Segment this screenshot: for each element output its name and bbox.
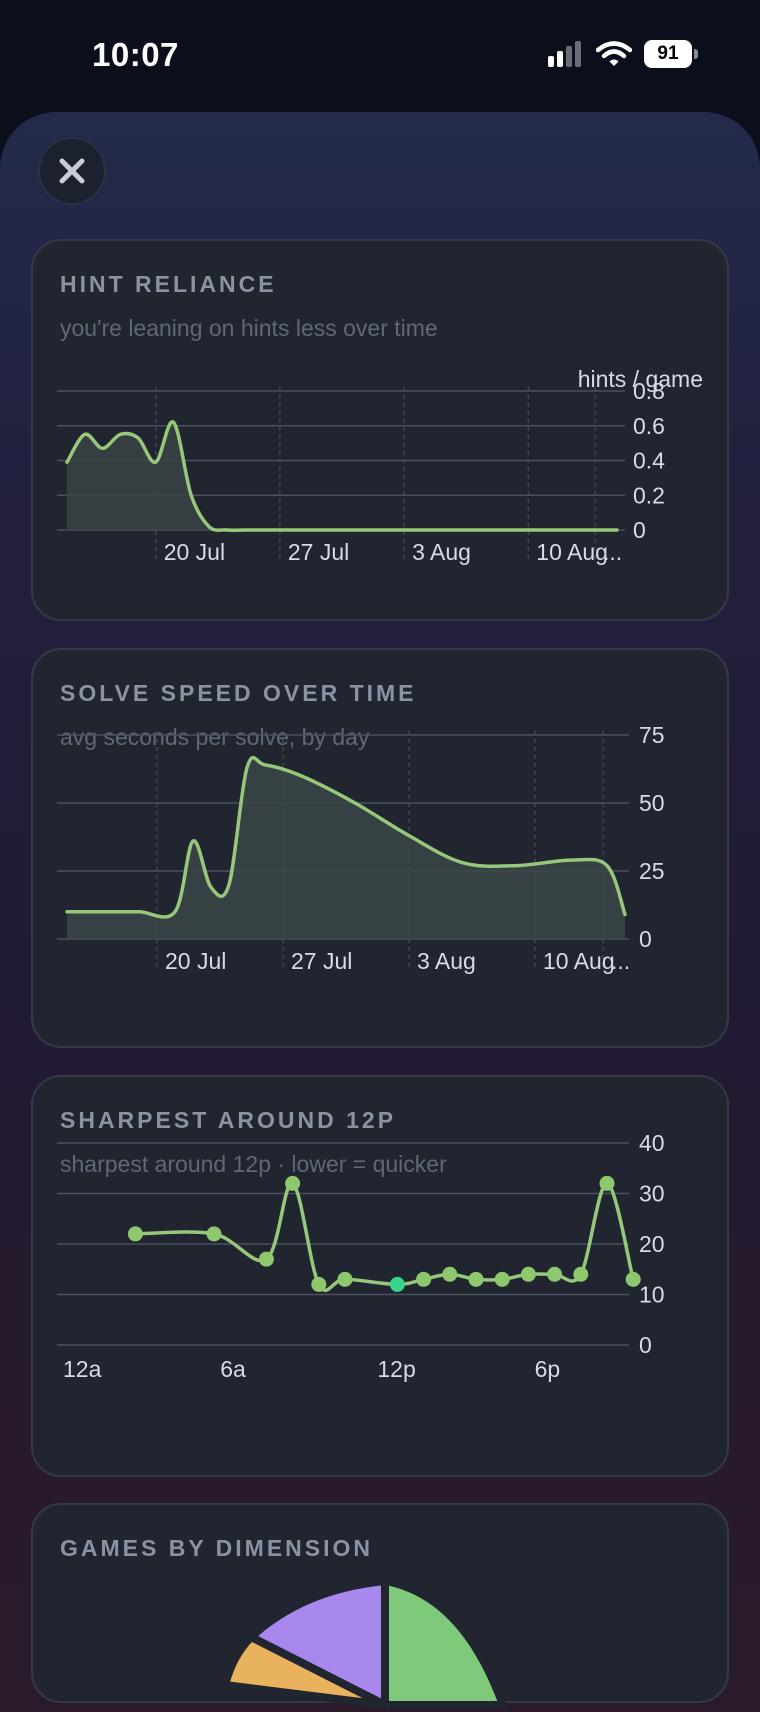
y-tick-label: 0 — [639, 926, 652, 952]
signal-icon — [548, 41, 584, 67]
close-icon — [59, 158, 85, 184]
data-point[interactable] — [416, 1271, 432, 1287]
y-tick-label: 75 — [639, 722, 665, 748]
dimension-pie-chart — [219, 1576, 509, 1712]
y-tick-label: 30 — [639, 1181, 665, 1207]
y-axis-unit-label: hints / game — [578, 366, 703, 392]
data-point[interactable] — [547, 1266, 563, 1282]
x-tick-label: ... — [603, 539, 622, 565]
x-tick-label: 12p — [377, 1356, 415, 1382]
card-title: GAMES BY DIMENSION — [60, 1535, 373, 1561]
card-subtitle: avg seconds per solve, by day — [60, 724, 370, 750]
x-tick-label: 10 Aug — [536, 539, 608, 565]
y-tick-label: 40 — [639, 1130, 665, 1156]
data-point[interactable] — [258, 1251, 274, 1267]
card-title: SOLVE SPEED OVER TIME — [60, 680, 417, 706]
data-point[interactable] — [442, 1266, 458, 1282]
y-tick-label: 10 — [639, 1282, 665, 1308]
x-tick-label: ... — [611, 948, 630, 974]
data-point[interactable] — [311, 1276, 327, 1292]
card-subtitle: sharpest around 12p · lower = quicker — [60, 1151, 447, 1177]
data-point[interactable] — [127, 1226, 143, 1242]
hint-series-line — [65, 420, 619, 533]
data-point[interactable] — [573, 1266, 589, 1282]
y-tick-label: 0.6 — [633, 413, 665, 439]
y-tick-label: 50 — [639, 790, 665, 816]
status-icons: 91 — [548, 40, 698, 68]
card-title: HINT RELIANCE — [60, 271, 277, 297]
y-tick-label: 0.4 — [633, 448, 665, 474]
y-tick-label: 25 — [639, 858, 665, 884]
battery-level: 91 — [657, 43, 679, 64]
hour-of-day-card: SHARPEST AROUND 12P sharpest around 12p … — [31, 1075, 729, 1477]
y-tick-label: 0 — [639, 1332, 652, 1358]
wifi-icon — [596, 41, 632, 67]
x-tick-label: 20 Jul — [165, 948, 226, 974]
data-point[interactable] — [389, 1276, 405, 1292]
y-tick-label: 0 — [633, 517, 646, 543]
battery-icon: 91 — [644, 40, 698, 68]
data-point[interactable] — [285, 1175, 301, 1191]
card-subtitle: you're leaning on hints less over time — [60, 315, 438, 341]
hint-chart: 0.8 0.6 0.4 0.2 0 20 Jul 27 Jul 3 Aug 10 Aug...… — [57, 366, 703, 565]
x-tick-label: 6p — [535, 1356, 561, 1382]
pie-slice-green — [381, 1576, 509, 1709]
x-tick-label: 10 Aug — [543, 948, 615, 974]
data-point[interactable] — [520, 1266, 536, 1282]
x-tick-label: 20 Jul — [164, 539, 225, 565]
status-bar: 10:07 91 — [0, 0, 760, 110]
x-tick-label: 6a — [220, 1356, 246, 1382]
y-tick-label: 0.8 — [633, 378, 665, 404]
solve-speed-card: SOLVE SPEED OVER TIME avg seconds per so… — [31, 648, 729, 1048]
y-tick-label: 0.2 — [633, 482, 665, 508]
data-point[interactable] — [494, 1271, 510, 1287]
speed-area — [67, 757, 625, 939]
y-tick-label: 20 — [639, 1231, 665, 1257]
hour-chart: 40 30 20 10 0 12a 6a 12p 6p — [57, 1130, 665, 1382]
data-point[interactable] — [625, 1271, 641, 1287]
status-time: 10:07 — [92, 36, 179, 73]
hint-area — [67, 421, 617, 531]
card-title: SHARPEST AROUND 12P — [60, 1107, 397, 1133]
games-by-dimension-card: GAMES BY DIMENSION — [31, 1503, 729, 1712]
data-point[interactable] — [468, 1271, 484, 1287]
data-point[interactable] — [206, 1226, 222, 1242]
x-tick-label: 3 Aug — [412, 539, 471, 565]
data-point[interactable] — [337, 1271, 353, 1287]
x-tick-label: 12a — [63, 1356, 102, 1382]
speed-series-line — [65, 755, 627, 919]
data-point[interactable] — [599, 1175, 615, 1191]
solve-speed-chart: 75 50 25 0 20 Jul 27 Jul 3 Aug 10 Aug... — [57, 722, 665, 974]
x-tick-label: 3 Aug — [417, 948, 476, 974]
x-tick-label: 27 Jul — [288, 539, 349, 565]
x-tick-label: 27 Jul — [291, 948, 352, 974]
hint-reliance-card: HINT RELIANCE you're leaning on hints le… — [31, 239, 729, 621]
close-button[interactable] — [38, 137, 106, 205]
